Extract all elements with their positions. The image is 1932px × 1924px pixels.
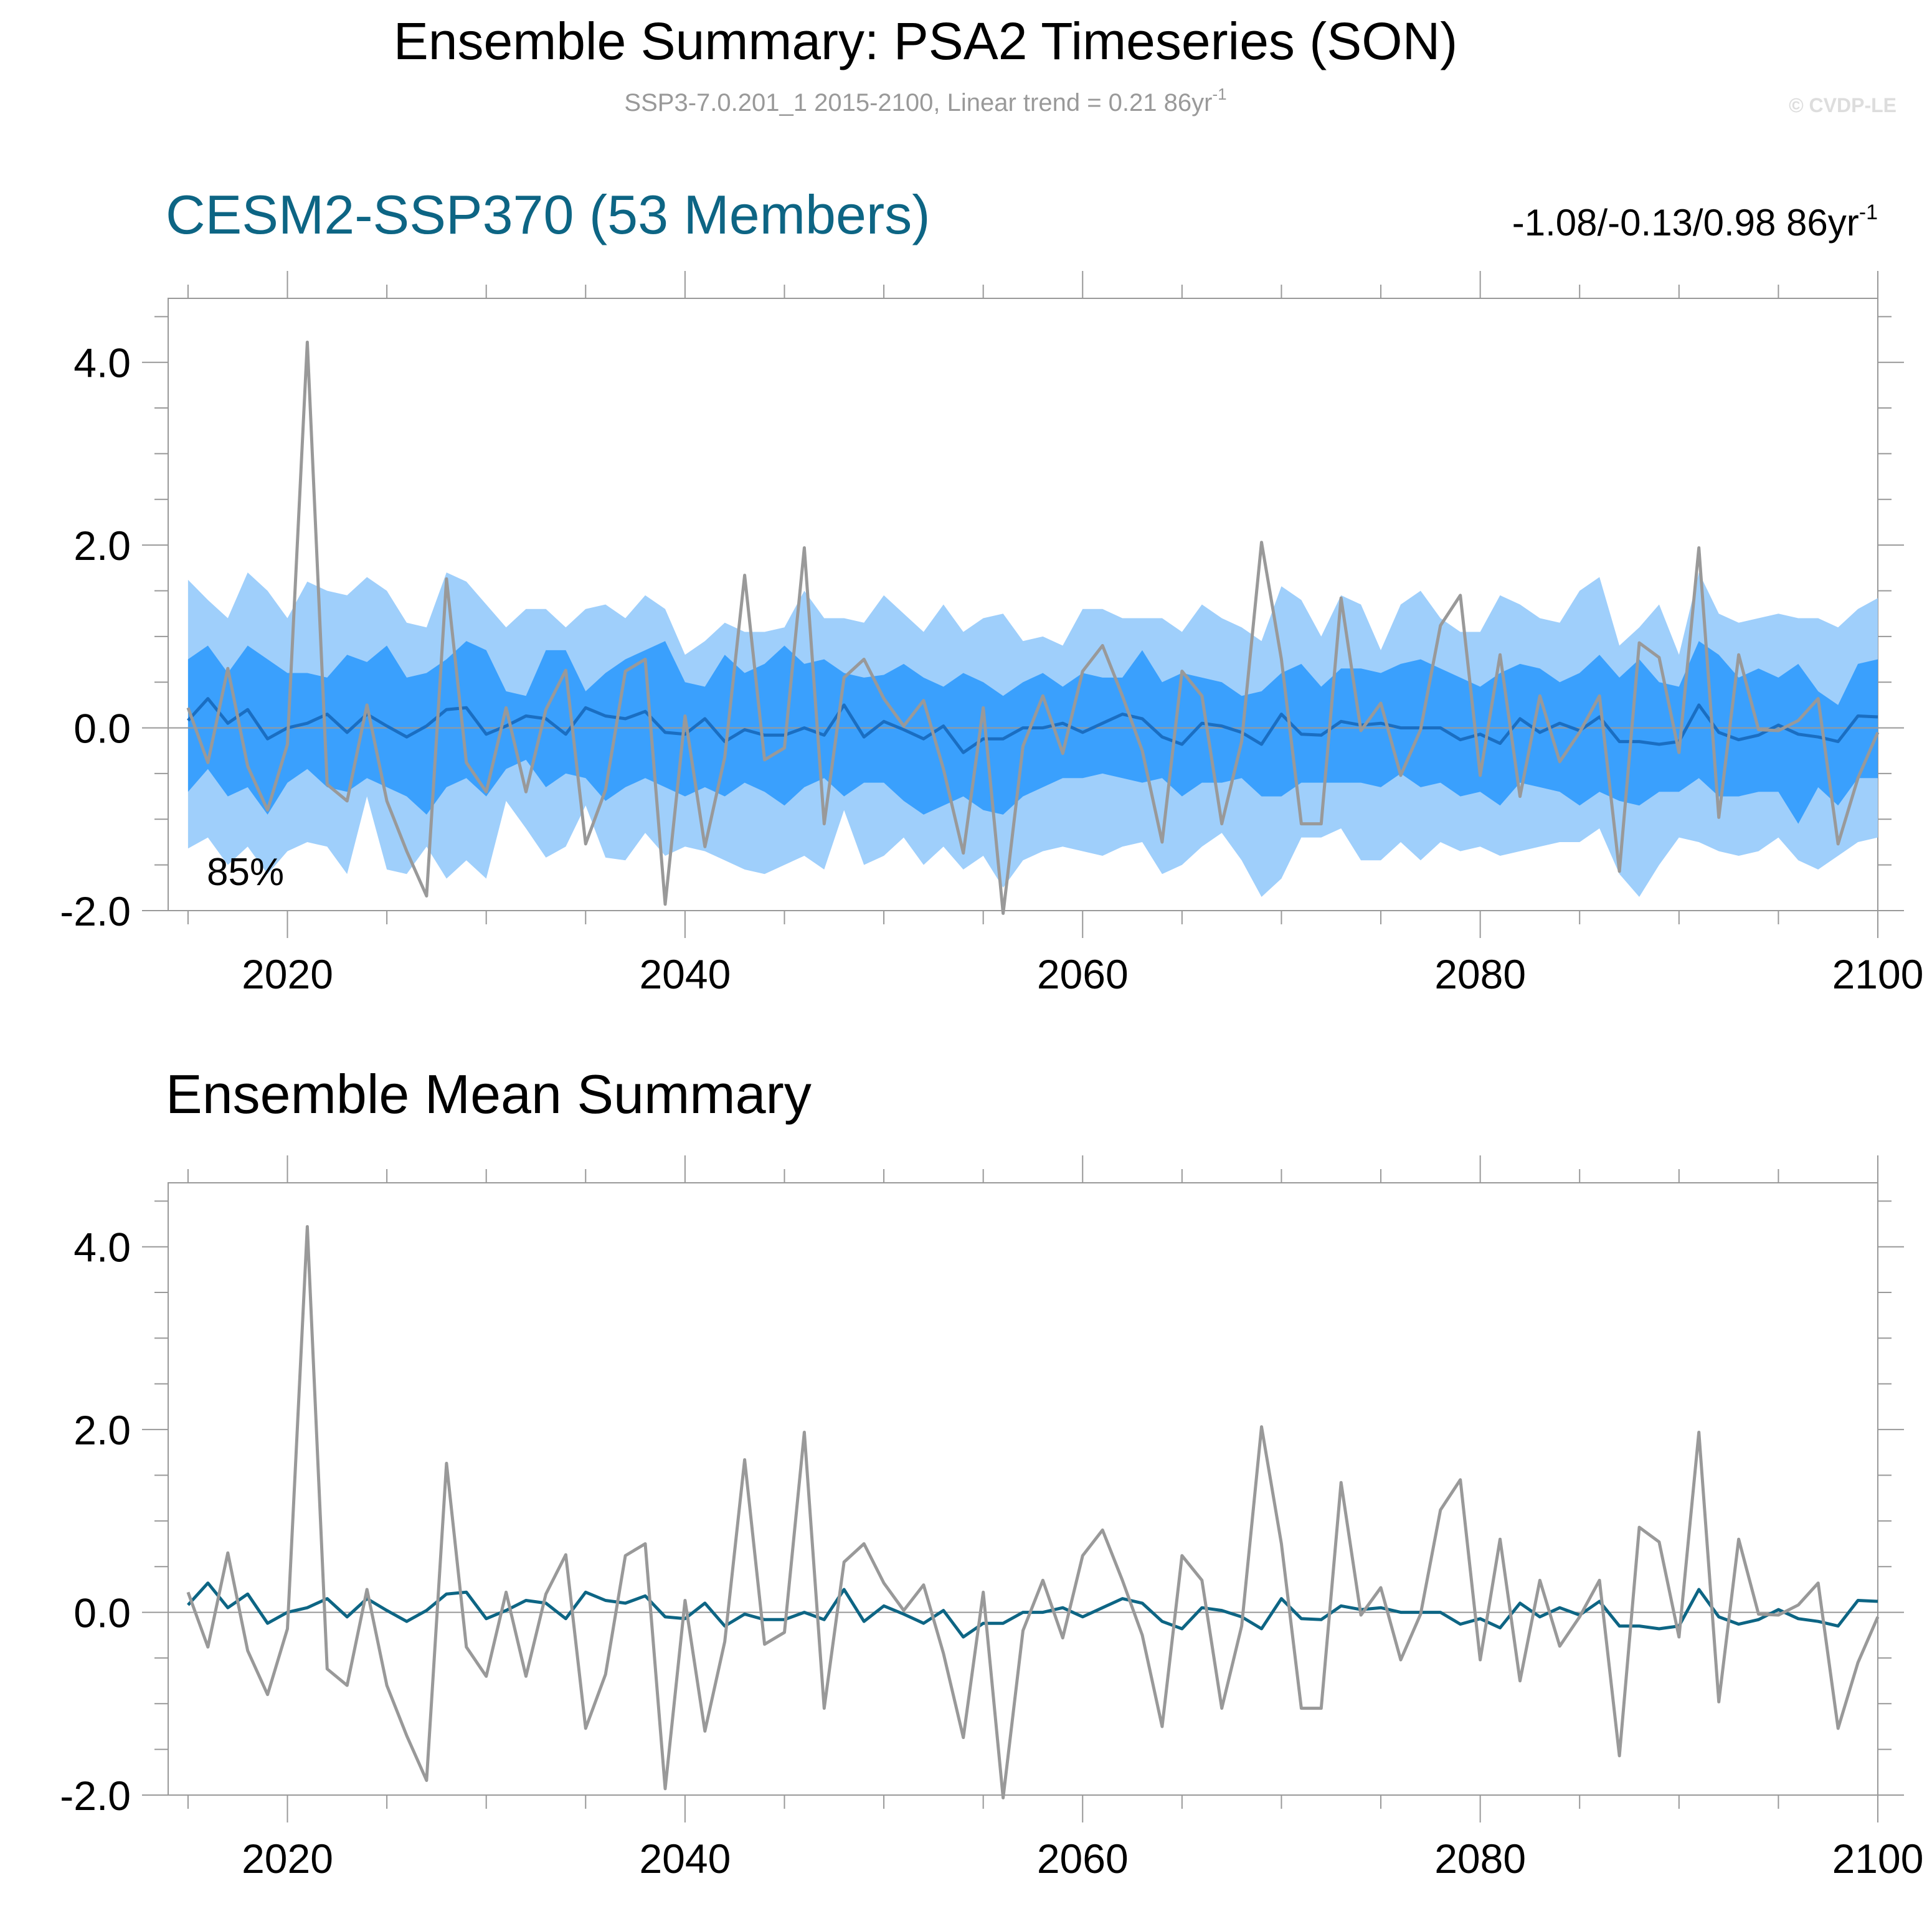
top-panel-xtick-label: 2040 — [639, 951, 731, 997]
bottom-panel-ticks — [142, 1155, 1904, 1822]
top-panel-ytick-label: 4.0 — [73, 340, 131, 386]
top-panel-observation-line — [186, 340, 1880, 915]
bottom-panel-xtick-label: 2060 — [1037, 1836, 1129, 1882]
top-panel-xtick-label: 2060 — [1037, 951, 1129, 997]
top-panel-xtick-label: 2020 — [242, 951, 333, 997]
top-panel-ticks — [142, 271, 1904, 938]
bottom-panel-frame — [168, 1182, 1878, 1796]
bottom-panel-ytick-label: 0.0 — [73, 1590, 131, 1636]
top-panel-trend-text: -1.08/-0.13/0.98 86yr — [1512, 202, 1859, 244]
top-panel-title: CESM2-SSP370 (53 Members) — [166, 184, 930, 245]
bottom-panel-xtick-label: 2080 — [1434, 1836, 1526, 1882]
top-panel: 2020 2040 2060 2080 2100 4.0 2.0 0.0 -2.0 85% — [60, 271, 1923, 997]
top-panel-xtick-label: 2100 — [1832, 951, 1924, 997]
figure-subtitle-text: SSP3-7.0.201_1 2015-2100, Linear trend =… — [624, 89, 1212, 116]
bottom-panel-xtick-label: 2020 — [242, 1836, 333, 1882]
top-panel-inner-band — [187, 641, 1878, 824]
watermark: © CVDP-LE — [1789, 94, 1896, 116]
bottom-panel-ytick-label: 4.0 — [73, 1225, 131, 1271]
bottom-panel-title: Ensemble Mean Summary — [166, 1063, 812, 1125]
top-panel-ytick-label: -2.0 — [60, 888, 131, 934]
bottom-panel-xtick-label: 2040 — [639, 1836, 731, 1882]
top-panel-trend-sup: -1 — [1859, 201, 1878, 224]
top-panel-trend: -1.08/-0.13/0.98 86yr-1 — [1512, 201, 1878, 244]
figure-subtitle: SSP3-7.0.201_1 2015-2100, Linear trend =… — [624, 85, 1226, 116]
top-panel-xtick-label: 2080 — [1434, 951, 1526, 997]
bottom-panel-ytick-label: 2.0 — [73, 1407, 131, 1453]
figure-subtitle-sup: -1 — [1212, 85, 1226, 103]
percent-label: 85% — [207, 851, 284, 894]
bottom-panel-observation-line — [186, 1225, 1880, 1799]
bottom-panel-xtick-label: 2100 — [1832, 1836, 1924, 1882]
top-panel-ensemble-mean-line — [187, 697, 1878, 754]
bottom-panel-ytick-label: -2.0 — [60, 1773, 131, 1819]
top-panel-ytick-label: 2.0 — [73, 523, 131, 569]
bottom-panel-ensemble-mean-line — [187, 1581, 1878, 1639]
figure-title: Ensemble Summary: PSA2 Timeseries (SON) — [394, 12, 1457, 70]
bottom-panel: 2020 2040 2060 2080 2100 4.0 2.0 0.0 -2.0 — [60, 1155, 1923, 1882]
top-panel-ytick-label: 0.0 — [73, 706, 131, 752]
